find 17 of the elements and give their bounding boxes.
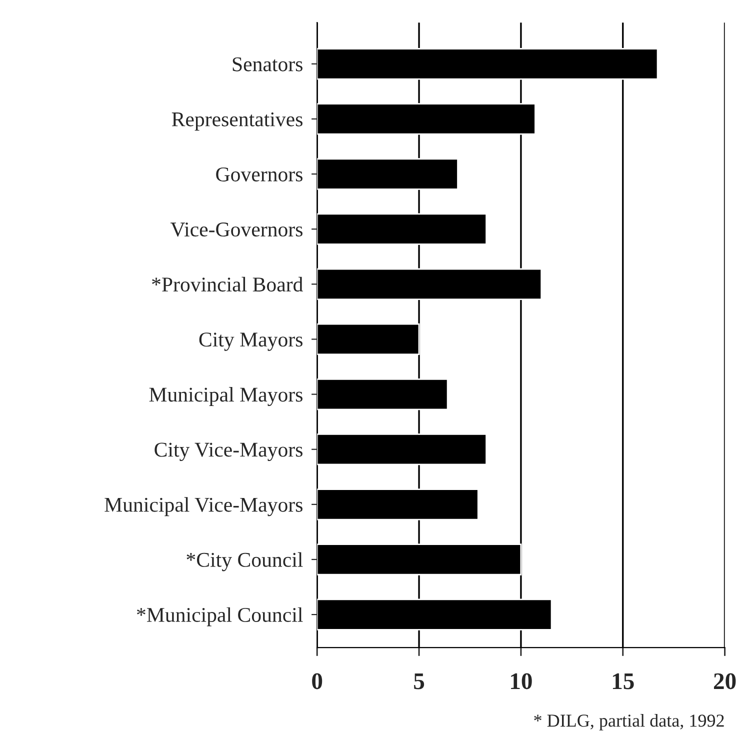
x-tick-label: 5 (414, 674, 424, 690)
y-tick-label: City Mayors (199, 332, 302, 351)
y-tick-label: Senators (232, 57, 302, 72)
y-tick-label: Vice-Governors (170, 222, 302, 237)
x-tick-label: 15 (612, 673, 634, 690)
y-tick-label: *Municipal Council (137, 607, 303, 626)
y-tick-label: *City Council (186, 552, 303, 572)
x-tick-label: 0 (312, 673, 322, 690)
text: * DILG, partial data, 1992 (534, 714, 724, 730)
y-tick-label: Municipal Mayors (149, 387, 302, 406)
y-tick-label: Governors (216, 167, 302, 182)
y-tick-label: *Provincial Board (152, 276, 303, 292)
y-tick-label: Municipal Vice-Mayors (104, 497, 302, 516)
y-tick-label: City Vice-Mayors (154, 442, 302, 462)
x-tick-label: 20 (714, 673, 736, 690)
x-tick-label: 10 (511, 673, 532, 690)
y-tick-label: Representatives (172, 112, 302, 131)
